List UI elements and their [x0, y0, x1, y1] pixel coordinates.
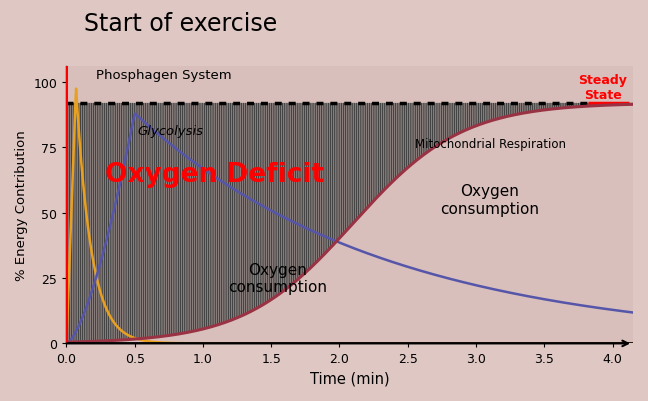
Text: Oxygen Deficit: Oxygen Deficit [105, 162, 324, 188]
Text: Steady
State: Steady State [579, 74, 627, 102]
Text: Oxygen
consumption: Oxygen consumption [440, 184, 539, 216]
Text: Phosphagen System: Phosphagen System [97, 69, 232, 82]
X-axis label: Time (min): Time (min) [310, 371, 389, 386]
Y-axis label: % Energy Contribution: % Energy Contribution [15, 130, 28, 281]
Text: Glycolysis: Glycolysis [137, 125, 203, 138]
Text: Start of exercise: Start of exercise [84, 12, 277, 36]
Text: Mitochondrial Respiration: Mitochondrial Respiration [415, 138, 566, 151]
Text: Oxygen
consumption: Oxygen consumption [229, 262, 327, 294]
